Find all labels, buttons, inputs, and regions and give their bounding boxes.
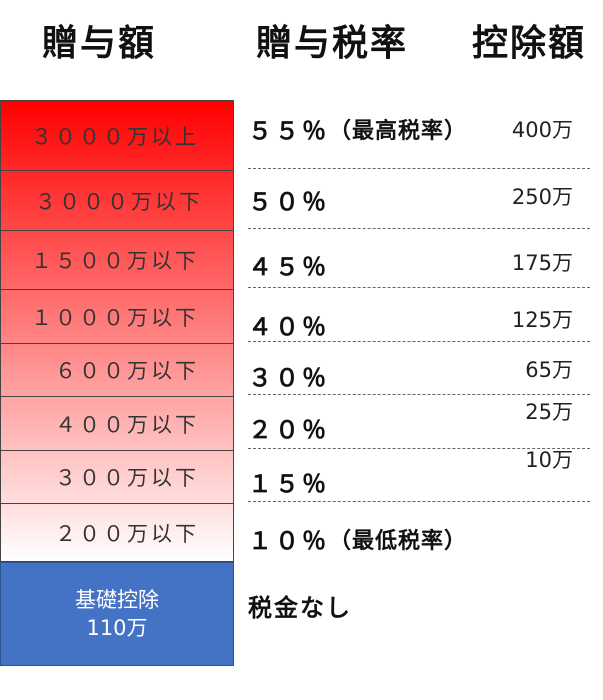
rate-note: （最低税率） [329, 528, 468, 554]
header-amount: 贈与額 [42, 23, 157, 64]
header-deduction: 控除額 [472, 23, 587, 64]
rate-label: ４０％ [248, 307, 329, 342]
amount-label: １０００万以下 [31, 305, 199, 330]
amount-band: ２００万以下 [0, 503, 234, 562]
basic-deduction-label: 基礎控除 [75, 587, 159, 612]
row-divider [248, 394, 590, 395]
rate-label: ３０％ [248, 358, 329, 393]
amount-band: ６００万以下 [0, 343, 234, 396]
amount-label: １５００万以下 [31, 249, 199, 273]
amount-band: ３００万以下 [0, 450, 234, 503]
deduction-value: 125万 [511, 308, 573, 332]
deduction-value: 25万 [525, 400, 573, 424]
rate-value: ３０％ [248, 364, 329, 392]
rate-label: １５％ [248, 464, 329, 499]
no-tax-label: 税金なし [248, 594, 352, 622]
amount-band: ４００万以下 [0, 396, 234, 450]
amount-band: ３０００万以下 [0, 170, 234, 230]
row-divider [248, 341, 590, 342]
rate-value: ４０％ [248, 313, 329, 341]
deduction-value: 65万 [525, 358, 573, 382]
rate-label: ２０％ [248, 410, 329, 445]
amount-label: ３０００万以上 [31, 124, 199, 149]
rate-value: ４５％ [248, 253, 329, 281]
rate-label: ５０％ [248, 182, 329, 217]
rate-label: ４５％ [248, 247, 329, 282]
deduction-value: 250万 [511, 185, 573, 209]
amount-label: ４００万以下 [55, 412, 199, 437]
rate-note: （最高税率） [329, 118, 468, 144]
deduction-value: 175万 [511, 251, 573, 275]
amount-band: １５００万以下 [0, 230, 234, 289]
row-divider [248, 501, 590, 502]
row-divider [248, 168, 590, 169]
row-divider [248, 287, 590, 288]
rate-value: ５０％ [248, 188, 329, 216]
deduction-value: 400万 [511, 118, 573, 142]
rate-value: ５５％ [248, 117, 329, 145]
deduction-value: 10万 [525, 448, 573, 472]
amount-band: １０００万以下 [0, 289, 234, 343]
amount-label: ２００万以下 [55, 521, 199, 546]
amount-label: ６００万以下 [55, 359, 199, 383]
amount-label: ３００万以下 [55, 466, 199, 490]
rate-label: １０％ （最低税率） [248, 521, 467, 556]
rate-value: ２０％ [248, 416, 329, 444]
rate-label: ５５％ （最高税率） [248, 111, 467, 146]
basic-deduction-box: 基礎控除 110万 [0, 562, 234, 666]
row-divider [248, 448, 590, 449]
basic-deduction-amount: 110万 [86, 616, 148, 640]
header-rate: 贈与税率 [256, 23, 409, 64]
rate-value: １０％ [248, 527, 329, 555]
rate-value: １５％ [248, 470, 329, 498]
amount-label: ３０００万以下 [35, 189, 203, 214]
amount-band: ３０００万以上 [0, 100, 234, 170]
row-divider [248, 228, 590, 229]
